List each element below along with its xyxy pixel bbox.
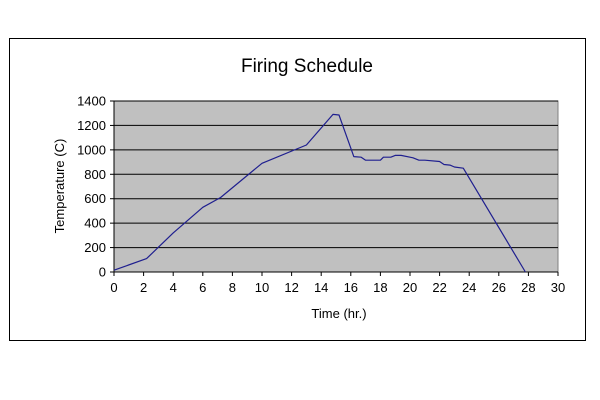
x-tick-label: 2 [140,280,147,295]
x-tick-label: 8 [229,280,236,295]
x-tick-label: 18 [373,280,387,295]
y-tick-label: 1400 [77,94,106,109]
x-tick-label: 6 [199,280,206,295]
chart-title: Firing Schedule [241,56,373,77]
y-tick-label: 0 [99,265,106,280]
series-line-temperature [113,113,526,273]
x-axis-label: Time (hr.) [311,306,366,321]
x-tick-label: 12 [284,280,298,295]
x-tick-label: 26 [492,280,506,295]
y-tick-label: 400 [84,216,106,231]
x-tick-label: 22 [432,280,446,295]
x-tick-label: 10 [255,280,269,295]
x-tick-label: 0 [110,280,117,295]
x-tick-label: 24 [462,280,476,295]
y-tick-label: 200 [84,240,106,255]
x-tick-label: 28 [521,280,535,295]
y-tick-label: 800 [84,167,106,182]
y-tick-label: 1200 [77,118,106,133]
x-tick-label: 16 [344,280,358,295]
y-axis-label: Temperature (C) [52,139,67,234]
x-tick-label: 4 [170,280,177,295]
y-tick-label: 600 [84,191,106,206]
plot-area [113,100,559,273]
x-tick-label: 20 [403,280,417,295]
x-tick-label: 30 [551,280,565,295]
y-tick-label: 1000 [77,142,106,157]
x-tick-label: 14 [314,280,328,295]
